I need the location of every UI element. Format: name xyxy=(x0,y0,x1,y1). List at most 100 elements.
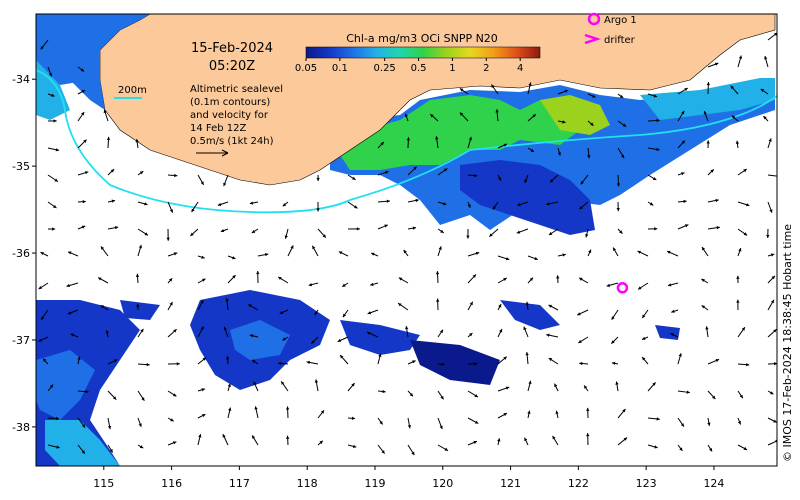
velocity-vector-head xyxy=(443,168,448,172)
velocity-vector-head xyxy=(474,420,479,424)
x-tick-label: 120 xyxy=(432,477,453,490)
velocity-vector-head xyxy=(222,434,226,438)
velocity-vector-head xyxy=(475,251,480,256)
x-tick-label: 124 xyxy=(703,477,724,490)
velocity-vector-head xyxy=(436,298,440,302)
velocity-vector-head xyxy=(705,326,709,330)
velocity-vector-head xyxy=(552,435,556,440)
velocity-vector-head xyxy=(439,425,443,430)
velocity-vector-head xyxy=(499,329,503,333)
velocity-vector-head xyxy=(53,204,57,208)
velocity-vector-head xyxy=(398,303,402,307)
date-label: 15-Feb-2024 xyxy=(191,41,273,56)
velocity-vector-head xyxy=(227,383,231,387)
velocity-vector-head xyxy=(200,300,204,304)
credit-text: © IMOS 17-Feb-2024 18:38:45 Hobart time xyxy=(781,224,794,462)
contour-200m-legend-label: 200m xyxy=(118,85,147,96)
velocity-vector-head xyxy=(579,205,583,210)
velocity-vector-head xyxy=(715,358,720,363)
velocity-vector-head xyxy=(743,169,747,173)
velocity-vector-head xyxy=(637,250,642,254)
velocity-vector-head xyxy=(411,451,415,456)
x-tick-label: 117 xyxy=(229,477,250,490)
velocity-vector-head xyxy=(492,206,497,210)
chl-patch-south-coast-green xyxy=(340,95,600,170)
velocity-vector-head xyxy=(202,357,207,361)
velocity-vector-head xyxy=(435,136,439,140)
velocity-vector-head xyxy=(252,360,256,364)
velocity-vector-head xyxy=(654,445,658,449)
velocity-vector-head xyxy=(337,338,342,342)
colorbar-tick-label: 0.1 xyxy=(332,63,348,74)
altimetry-legend-line: (0.1m contours) xyxy=(190,97,270,108)
velocity-vector-head xyxy=(284,235,288,239)
altimetry-legend: Altimetric sealevel (0.1m contours) and … xyxy=(190,84,283,157)
x-axis: 115 116 117 118 119 120 121 122 123 124 xyxy=(93,466,724,490)
velocity-vector-head xyxy=(667,250,671,254)
chl-patch-blue-inner xyxy=(460,160,595,235)
velocity-vector-head xyxy=(686,390,690,394)
velocity-vector-head xyxy=(764,56,768,60)
velocity-vector-head xyxy=(707,422,711,426)
velocity-vector-head xyxy=(52,227,56,231)
velocity-vector-head xyxy=(106,136,111,141)
velocity-vector-head xyxy=(217,202,222,207)
velocity-vector-head xyxy=(578,339,582,343)
argo-legend-icon xyxy=(587,12,601,26)
velocity-vector-head xyxy=(467,204,471,208)
velocity-vector-head xyxy=(141,397,145,401)
velocity-vector-head xyxy=(81,424,86,428)
velocity-vector-head xyxy=(249,334,254,338)
velocity-vector-head xyxy=(714,62,719,66)
velocity-vector-head xyxy=(577,312,581,316)
velocity-vector-head xyxy=(766,234,770,239)
x-tick-label: 123 xyxy=(636,477,657,490)
velocity-vector-head xyxy=(619,94,624,99)
velocity-vector-head xyxy=(615,381,619,385)
chl-patch-west-bay xyxy=(36,14,150,110)
velocity-vector-head xyxy=(684,224,689,228)
velocity-vector-head xyxy=(172,393,177,397)
velocity-vector-head xyxy=(311,340,315,344)
velocity-vector-head xyxy=(54,178,58,182)
velocity-vector-head xyxy=(138,244,143,249)
argo-float-marker[interactable] xyxy=(616,282,629,294)
velocity-vector-head xyxy=(80,68,85,72)
velocity-vector-head xyxy=(38,285,43,290)
velocity-vector-head xyxy=(173,329,177,333)
velocity-vector-head xyxy=(440,395,444,400)
velocity-vector-head xyxy=(580,181,584,185)
velocity-vector-head xyxy=(168,278,173,282)
velocity-vector-head xyxy=(322,234,326,238)
velocity-vector-head xyxy=(524,437,528,442)
velocity-vector-head xyxy=(252,435,256,439)
velocity-vector-head xyxy=(146,362,150,367)
velocity-vector-head xyxy=(503,278,507,282)
colorbar xyxy=(305,46,541,59)
velocity-vector-head xyxy=(611,340,615,344)
velocity-vector-head xyxy=(472,274,476,278)
velocity-vector-head xyxy=(84,171,89,175)
velocity-vector-head xyxy=(290,245,294,249)
velocity-vector-head xyxy=(100,305,105,309)
velocity-vector-head xyxy=(81,225,86,229)
velocity-vector-head xyxy=(107,425,112,430)
velocity-vector-head xyxy=(774,362,777,366)
velocity-vector-head xyxy=(459,88,464,92)
velocity-vector-head xyxy=(554,383,558,388)
velocity-vector-head xyxy=(312,245,316,250)
drifter-legend-icon xyxy=(584,33,601,45)
velocity-vector-head xyxy=(466,235,470,239)
colorbar-tick-label: 1 xyxy=(449,63,455,74)
velocity-vector-head xyxy=(548,304,553,308)
velocity-vector-head xyxy=(382,389,386,394)
velocity-vector-head xyxy=(278,361,282,366)
velocity-vector-head xyxy=(649,202,654,206)
velocity-vector-head xyxy=(81,111,85,116)
velocity-vector-head xyxy=(248,304,252,308)
velocity-vector-head xyxy=(656,147,660,152)
velocity-vector-head xyxy=(517,202,521,207)
velocity-vector-head xyxy=(351,416,356,420)
velocity-vector-head xyxy=(524,179,528,183)
velocity-vector-head xyxy=(103,109,107,114)
